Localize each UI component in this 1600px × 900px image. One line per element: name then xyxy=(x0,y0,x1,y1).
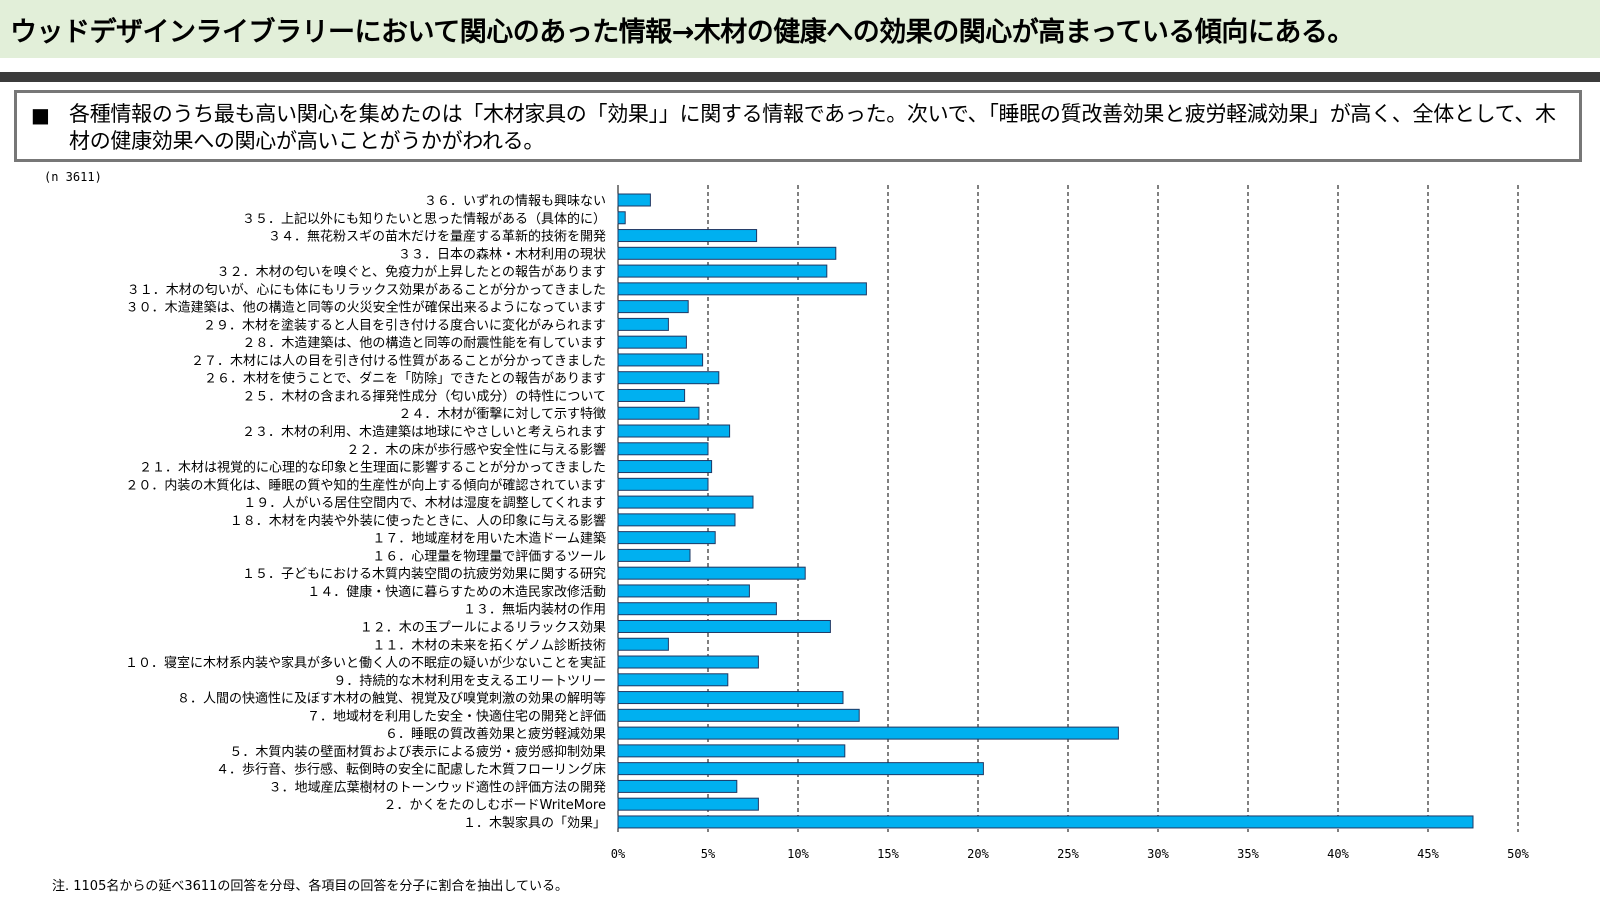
bar xyxy=(617,726,1119,740)
x-tick-label: 50% xyxy=(1507,847,1529,861)
bar xyxy=(617,779,738,793)
bar xyxy=(617,477,709,491)
category-label: ２６．木材を使うことで、ダニを「防除」できたとの報告があります xyxy=(204,371,606,387)
summary-text: 各種情報のうち最も高い関心を集めたのは「木材家具の「効果」」に関する情報であった… xyxy=(69,102,1556,153)
bar xyxy=(617,708,860,722)
bar xyxy=(617,584,750,598)
bar xyxy=(617,513,736,527)
bar xyxy=(617,619,831,633)
category-label: ９．持続的な木材利用を支えるエリートツリー xyxy=(333,673,606,689)
bar xyxy=(617,353,704,367)
footnote: 注. 1105名からの延べ3611の回答を分母、各項目の回答を分子に割合を抽出し… xyxy=(52,879,569,894)
category-label: ８．人間の快適性に及ぼす木材の触覚、視覚及び嗅覚刺激の効果の解明等 xyxy=(177,691,606,707)
bar xyxy=(617,371,720,385)
category-label: ３．地域産広葉樹材のトーンウッド適性の評価方法の開発 xyxy=(269,779,606,795)
category-label: １８．木材を内装や外装に使ったときに、人の印象に与える影響 xyxy=(230,513,606,529)
category-label: １９．人がいる居住空間内で、木材は湿度を調整してくれます xyxy=(243,495,606,511)
category-label: ２９．木材を塗装すると人目を引き付ける度合いに変化がみられます xyxy=(203,317,606,333)
x-tick-label: 5% xyxy=(701,847,716,861)
x-tick-label: 45% xyxy=(1417,847,1439,861)
category-label: １０．寝室に木材系内装や家具が多いと働く人の不眠症の疑いが少ないことを実証 xyxy=(125,655,606,671)
category-label: ３６．いずれの情報も興味ない xyxy=(424,194,606,209)
bar xyxy=(617,548,691,562)
category-label: １１．木材の未来を拓くゲノム診断技術 xyxy=(372,637,606,653)
bar xyxy=(617,388,686,402)
bar xyxy=(617,282,867,296)
sample-size-label: (n 3611) xyxy=(44,170,102,184)
category-label: １５．子どもにおける木質内装空間の抗疲労効果に関する研究 xyxy=(242,566,606,582)
category-label: ２７．木材には人の目を引き付ける性質があることが分かってきました xyxy=(191,354,606,369)
category-label: １．木製家具の「効果」 xyxy=(463,815,606,831)
bar xyxy=(617,300,689,314)
category-label: １７．地域産材を用いた木造ドーム建築 xyxy=(372,531,606,547)
bar xyxy=(617,691,844,705)
bar xyxy=(617,744,846,758)
category-label: ３４．無花粉スギの苗木だけを量産する革新的技術を開発 xyxy=(268,229,606,245)
category-label: ３１．木材の匂いが、心にも体にもリラックス効果があることが分かってきました xyxy=(127,283,606,298)
square-bullet-icon: ■ xyxy=(31,103,50,127)
bar xyxy=(617,637,669,651)
bar xyxy=(617,495,754,509)
bar xyxy=(617,424,731,438)
category-label: ７．地域材を利用した安全・快適住宅の開発と評価 xyxy=(307,708,606,724)
bar xyxy=(617,762,984,776)
category-label: ２５．木材の含まれる揮発性成分（匂い成分）の特性について xyxy=(242,388,606,404)
x-tick-label: 30% xyxy=(1147,847,1169,861)
category-label: ２２．木の床が歩行感や安全性に与える影響 xyxy=(346,442,606,458)
bar xyxy=(617,531,716,545)
category-label: ３０．木造建築は、他の構造と同等の火災安全性が確保出来るようになっています xyxy=(126,300,606,316)
x-tick-label: 15% xyxy=(877,847,899,861)
category-label: １６．心理量を物理量で評価するツール xyxy=(372,549,606,564)
x-tick-label: 20% xyxy=(967,847,989,861)
category-label: ３２．木材の匂いを嗅ぐと、免疫力が上昇したとの報告があります xyxy=(217,264,606,280)
title-divider xyxy=(0,72,1600,82)
x-tick-label: 0% xyxy=(611,847,626,861)
category-label: ６．睡眠の質改善効果と疲労軽減効果 xyxy=(385,726,606,742)
category-label: ２．かくをたのしむボードWriteMore xyxy=(383,798,606,813)
x-tick-label: 10% xyxy=(787,847,809,861)
bar xyxy=(617,335,687,349)
bar xyxy=(617,246,837,260)
category-label: ２４．木材が衝撃に対して示す特徴 xyxy=(398,406,606,422)
bar xyxy=(617,317,669,331)
category-label: ４．歩行音、歩行感、転倒時の安全に配慮した木質フローリング床 xyxy=(216,762,606,778)
bar xyxy=(617,673,729,687)
bar xyxy=(617,655,759,669)
bar xyxy=(617,406,700,420)
bar xyxy=(617,193,651,207)
category-label: １３．無垢内装材の作用 xyxy=(463,602,606,618)
category-label: １４．健康・快適に暮らすための木造民家改修活動 xyxy=(307,584,606,600)
bar xyxy=(617,229,758,243)
category-label: ３３．日本の森林・木材利用の現状 xyxy=(398,247,606,262)
page-title: ウッドデザインライブラリーにおいて関心のあった情報→木材の健康への効果の関心が高… xyxy=(10,17,1354,48)
bar xyxy=(617,211,626,225)
category-label: ２８．木造建築は、他の構造と同等の耐震性能を有しています xyxy=(242,335,606,351)
x-tick-label: 35% xyxy=(1237,847,1259,861)
bar-chart: 0% 5% 10% 15% 20% 25% 30% 35% 40% 45% 50% ３６．いずれの情報… xyxy=(125,185,1530,861)
category-label: ２１．木材は視覚的に心理的な印象と生理面に影響することが分かってきました xyxy=(139,460,606,476)
x-tick-label: 40% xyxy=(1327,847,1349,861)
bar xyxy=(617,460,713,474)
bar xyxy=(617,442,709,456)
summary-box: ■ 各種情報のうち最も高い関心を集めたのは「木材家具の「効果」」に関する情報であ… xyxy=(14,90,1582,162)
category-label: ２０．内装の木質化は、睡眠の質や知的生産性が向上する傾向が確認されています xyxy=(125,477,606,493)
x-tick-label: 25% xyxy=(1057,847,1079,861)
category-label: １２．木の玉プールによるリラックス効果 xyxy=(360,620,606,635)
title-band: ウッドデザインライブラリーにおいて関心のあった情報→木材の健康への効果の関心が高… xyxy=(0,0,1600,58)
category-label: ３５．上記以外にも知りたいと思った情報がある（具体的に） xyxy=(242,211,606,227)
bar xyxy=(617,566,806,580)
bar xyxy=(617,264,828,278)
category-label: ５．木質内装の壁面材質および表示による疲労・疲労感抑制効果 xyxy=(229,744,606,760)
bar xyxy=(617,797,759,811)
bar xyxy=(617,815,1474,829)
category-label: ２３．木材の利用、木造建築は地球にやさしいと考えられます xyxy=(242,425,606,440)
bar xyxy=(617,602,777,616)
